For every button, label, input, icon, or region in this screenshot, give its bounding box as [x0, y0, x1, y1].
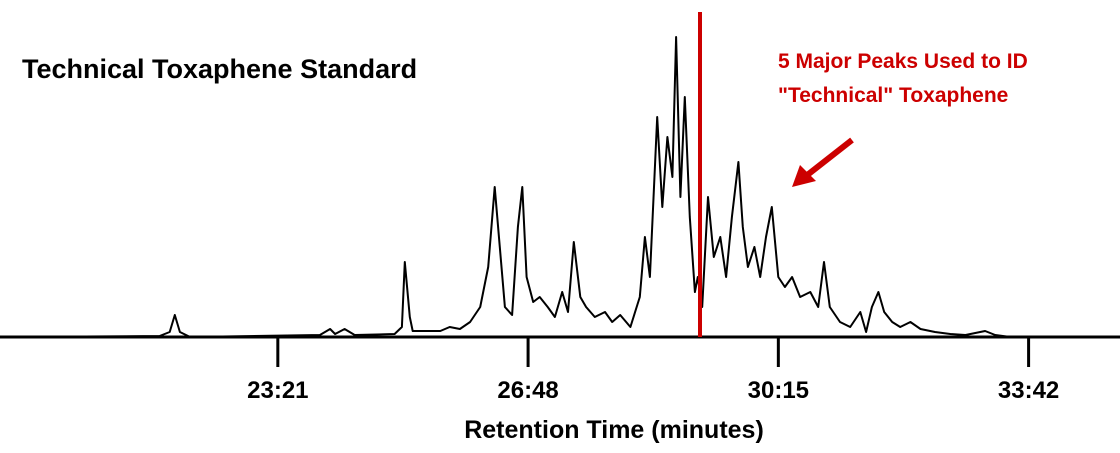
annotation: 5 Major Peaks Used to ID	[778, 50, 1028, 73]
chart-title: Technical Toxaphene Standard	[22, 54, 417, 84]
x-tick-label: 30:15	[748, 377, 809, 404]
arrow	[792, 137, 854, 187]
chromatogram-line	[0, 36, 1120, 338]
x-axis-label: Retention Time (minutes)	[464, 416, 764, 444]
x-tick-label: 26:48	[497, 377, 558, 404]
x-tick-label: 23:21	[247, 377, 308, 404]
annotation: "Technical" Toxaphene	[778, 84, 1008, 107]
x-tick-label: 33:42	[998, 377, 1059, 404]
